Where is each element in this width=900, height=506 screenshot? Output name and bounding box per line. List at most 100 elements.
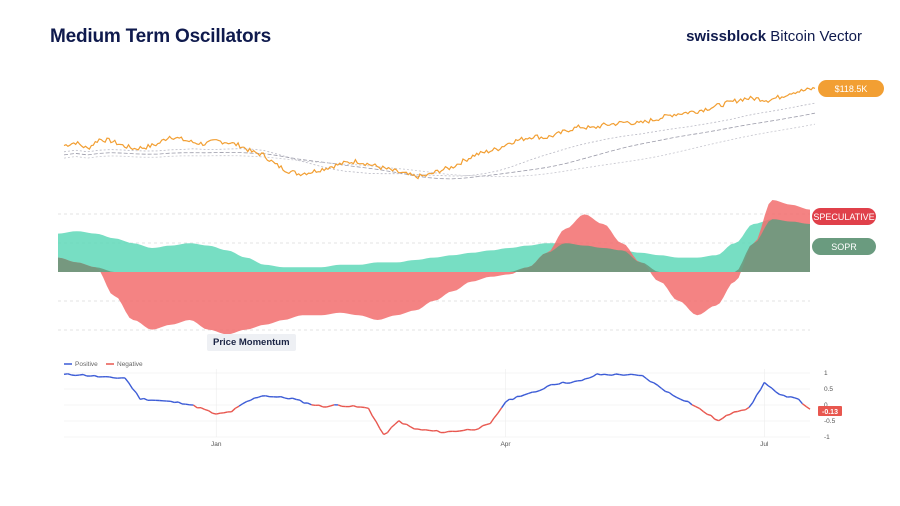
momentum-positive-segment bbox=[763, 381, 769, 387]
momentum-positive-segment bbox=[687, 400, 693, 406]
momentum-negative-segment bbox=[375, 421, 381, 430]
momentum-negative-segment bbox=[714, 418, 719, 422]
speculative-tag: SPECULATIVE bbox=[812, 208, 876, 225]
y-tick-label: 1 bbox=[824, 370, 828, 377]
momentum-positive-segment bbox=[759, 382, 765, 391]
momentum-negative-segment bbox=[200, 407, 206, 411]
momentum-positive-segment bbox=[284, 397, 289, 400]
page-title: Medium Term Oscillators bbox=[50, 26, 271, 47]
price-tag-text: $118.5K bbox=[835, 84, 868, 94]
momentum-negative-segment bbox=[722, 414, 727, 419]
brand-logo: swissblock Bitcoin Vector bbox=[686, 28, 862, 45]
momentum-negative-segment bbox=[459, 429, 464, 432]
sopr-area bbox=[58, 219, 810, 272]
momentum-positive-segment bbox=[296, 398, 301, 401]
momentum-positive-segment bbox=[131, 388, 137, 394]
momentum-positive-segment bbox=[668, 391, 674, 396]
momentum-positive-segment bbox=[748, 401, 754, 408]
momentum-positive-segment bbox=[307, 402, 312, 406]
momentum-positive-segment bbox=[657, 384, 663, 390]
momentum-positive-segment bbox=[143, 397, 148, 401]
momentum-negative-segment bbox=[234, 405, 240, 409]
sopr-tag-text: SOPR bbox=[831, 242, 857, 252]
momentum-positive-segment bbox=[611, 373, 617, 376]
momentum-negative-segment bbox=[208, 410, 213, 414]
momentum-negative-segment bbox=[337, 404, 343, 407]
momentum-negative-segment bbox=[386, 427, 392, 434]
momentum-positive-segment bbox=[520, 394, 525, 397]
momentum-positive-segment bbox=[771, 387, 777, 393]
momentum-positive-segment bbox=[653, 382, 659, 386]
momentum-negative-segment bbox=[212, 412, 217, 415]
momentum-negative-segment bbox=[231, 407, 236, 413]
momentum-positive-segment bbox=[63, 373, 68, 375]
price-panel: $118.5K bbox=[63, 80, 884, 180]
moving-average-line bbox=[63, 123, 816, 178]
momentum-positive-segment bbox=[665, 390, 670, 394]
momentum-current-tag: -0.13 bbox=[818, 406, 842, 416]
speculative-area bbox=[58, 200, 810, 335]
momentum-negative-segment bbox=[367, 407, 373, 417]
momentum-negative-segment bbox=[486, 422, 491, 426]
momentum-negative-segment bbox=[371, 415, 377, 422]
momentum-positive-segment bbox=[242, 400, 248, 405]
momentum-positive-segment bbox=[288, 397, 293, 400]
momentum-negative-segment bbox=[330, 404, 335, 407]
momentum-positive-segment bbox=[756, 389, 762, 396]
momentum-positive-segment bbox=[246, 399, 251, 403]
overlap-area bbox=[58, 219, 810, 272]
y-tick-label: -0.5 bbox=[824, 418, 836, 425]
momentum-positive-segment bbox=[250, 397, 255, 401]
momentum-negative-segment bbox=[801, 403, 807, 408]
momentum-positive-segment bbox=[676, 396, 681, 400]
momentum-positive-segment bbox=[528, 391, 533, 395]
momentum-positive-segment bbox=[547, 383, 552, 387]
momentum-positive-segment bbox=[257, 395, 263, 399]
momentum-positive-segment bbox=[299, 399, 305, 404]
x-tick-label: Apr bbox=[500, 441, 511, 448]
momentum-positive-segment bbox=[779, 393, 784, 396]
momentum-current-value: -0.13 bbox=[822, 409, 838, 416]
momentum-positive-segment bbox=[79, 373, 84, 376]
brand-name: swissblock bbox=[686, 28, 767, 45]
momentum-negative-segment bbox=[436, 429, 442, 434]
momentum-positive-segment bbox=[280, 396, 286, 399]
sopr-tag: SOPR bbox=[812, 238, 876, 255]
momentum-positive-segment bbox=[596, 373, 601, 376]
momentum-positive-segment bbox=[265, 395, 270, 398]
legend-negative-label: Negative bbox=[117, 361, 143, 368]
momentum-positive-segment bbox=[90, 374, 95, 377]
momentum-negative-segment bbox=[478, 425, 484, 430]
momentum-negative-segment bbox=[695, 405, 700, 410]
x-tick-label: Jan bbox=[211, 441, 222, 448]
momentum-negative-segment bbox=[474, 427, 480, 431]
momentum-positive-segment bbox=[581, 378, 586, 382]
momentum-positive-segment bbox=[543, 385, 548, 390]
momentum-current-badge bbox=[818, 406, 842, 416]
y-tick-label: 0 bbox=[824, 402, 828, 409]
momentum-positive-segment bbox=[558, 381, 563, 385]
momentum-positive-segment bbox=[292, 397, 297, 401]
momentum-positive-segment bbox=[535, 389, 541, 393]
momentum-negative-segment bbox=[489, 417, 495, 424]
momentum-negative-segment bbox=[223, 411, 228, 414]
momentum-positive-segment bbox=[569, 380, 575, 384]
sopr-tag-badge bbox=[812, 238, 876, 255]
momentum-negative-segment bbox=[326, 405, 331, 408]
moving-average-line bbox=[63, 102, 816, 177]
momentum-positive-segment bbox=[139, 397, 145, 400]
momentum-positive-segment bbox=[170, 400, 175, 404]
momentum-legend: Positive Negative bbox=[64, 361, 143, 368]
momentum-negative-segment bbox=[467, 428, 472, 431]
momentum-positive-segment bbox=[680, 398, 685, 402]
y-tick-label: 0.5 bbox=[824, 386, 833, 393]
momentum-positive-segment bbox=[600, 373, 605, 376]
momentum-negative-segment bbox=[204, 408, 209, 412]
momentum-negative-segment bbox=[691, 404, 697, 408]
momentum-positive-segment bbox=[642, 375, 647, 380]
momentum-negative-segment bbox=[429, 429, 434, 432]
price-tag-badge bbox=[818, 80, 884, 97]
momentum-positive-segment bbox=[645, 377, 651, 383]
speculative-tag-text: SPECULATIVE bbox=[813, 212, 874, 222]
